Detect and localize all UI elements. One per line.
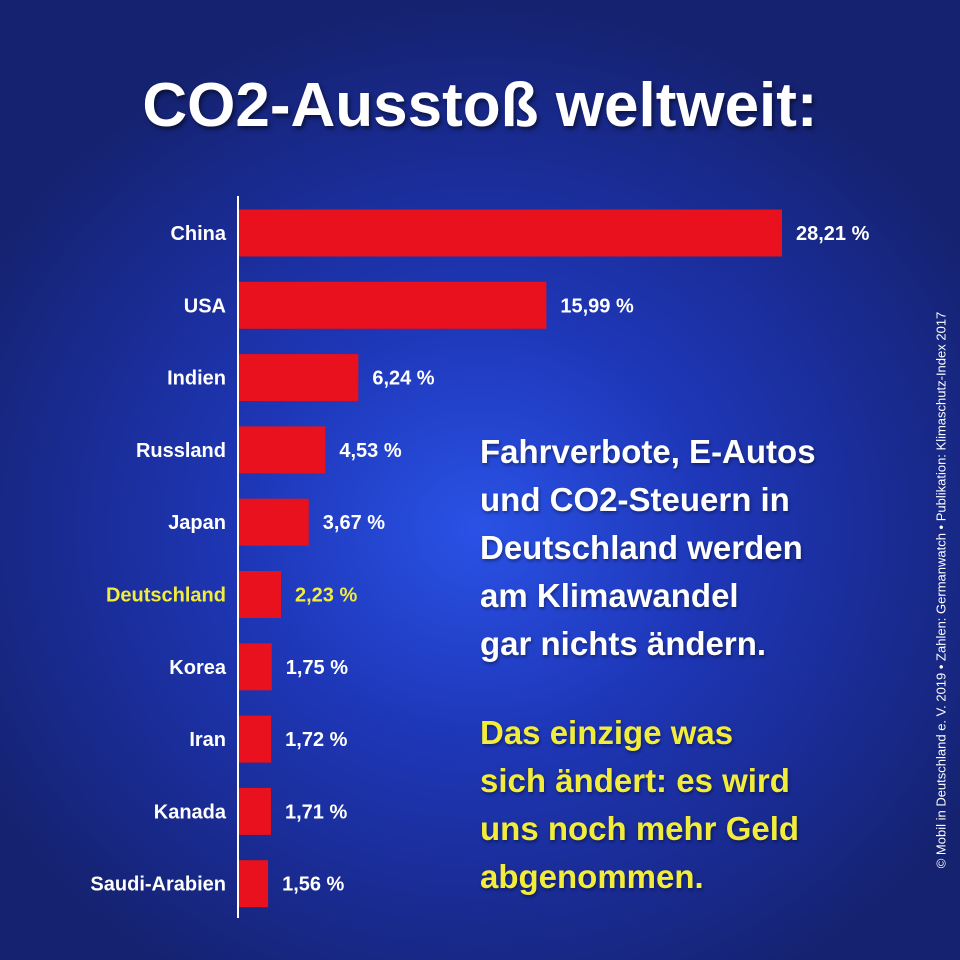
highlight-message-line: sich ändert: es wird — [480, 762, 790, 799]
category-label: Saudi-Arabien — [90, 874, 226, 896]
data-label: 6,24 % — [372, 368, 434, 390]
data-label: 4,53 % — [339, 440, 401, 462]
main-message: Fahrverbote, E-Autos und CO2-Steuern in … — [480, 428, 920, 668]
data-label: 28,21 % — [796, 223, 870, 245]
data-label: 1,75 % — [286, 657, 348, 679]
bar — [238, 571, 282, 618]
data-label: 3,67 % — [323, 512, 385, 534]
bar — [238, 643, 272, 691]
category-label: Korea — [169, 657, 227, 679]
main-message-line: und CO2-Steuern in — [480, 481, 790, 518]
data-label: 1,71 % — [285, 801, 347, 823]
bar — [238, 354, 359, 402]
bar — [238, 426, 326, 474]
category-label: Indien — [167, 368, 226, 390]
category-label: Kanada — [154, 801, 227, 823]
highlight-message-line: abgenommen. — [480, 858, 704, 895]
highlight-message-line: Das einzige was — [480, 714, 734, 751]
bar — [238, 281, 547, 329]
main-message-line: gar nichts ändern. — [480, 625, 767, 662]
data-label: 1,56 % — [282, 874, 344, 896]
data-label: 15,99 % — [560, 295, 634, 317]
data-label: 1,72 % — [285, 729, 347, 751]
chart-title: CO2-Ausstoß weltweit: — [142, 71, 818, 140]
category-label: Japan — [168, 512, 226, 534]
main-message-line: am Klimawandel — [480, 577, 739, 614]
bar — [238, 715, 272, 763]
bar — [238, 860, 269, 908]
category-label: Deutschland — [106, 585, 226, 607]
bar — [238, 498, 309, 546]
category-label: China — [170, 223, 226, 245]
bar — [238, 787, 271, 835]
source-credit: © Mobil in Deutschland e. V. 2019 • Zahl… — [933, 311, 949, 869]
category-label: Russland — [136, 440, 226, 462]
main-message-line: Deutschland werden — [480, 529, 803, 566]
category-label: USA — [184, 295, 226, 317]
highlight-message-line: uns noch mehr Geld — [480, 810, 800, 847]
category-label: Iran — [189, 729, 226, 751]
data-label: 2,23 % — [295, 585, 357, 607]
bar — [238, 209, 782, 257]
highlight-message: Das einzige was sich ändert: es wird uns… — [480, 709, 920, 901]
main-message-line: Fahrverbote, E-Autos — [480, 433, 816, 470]
